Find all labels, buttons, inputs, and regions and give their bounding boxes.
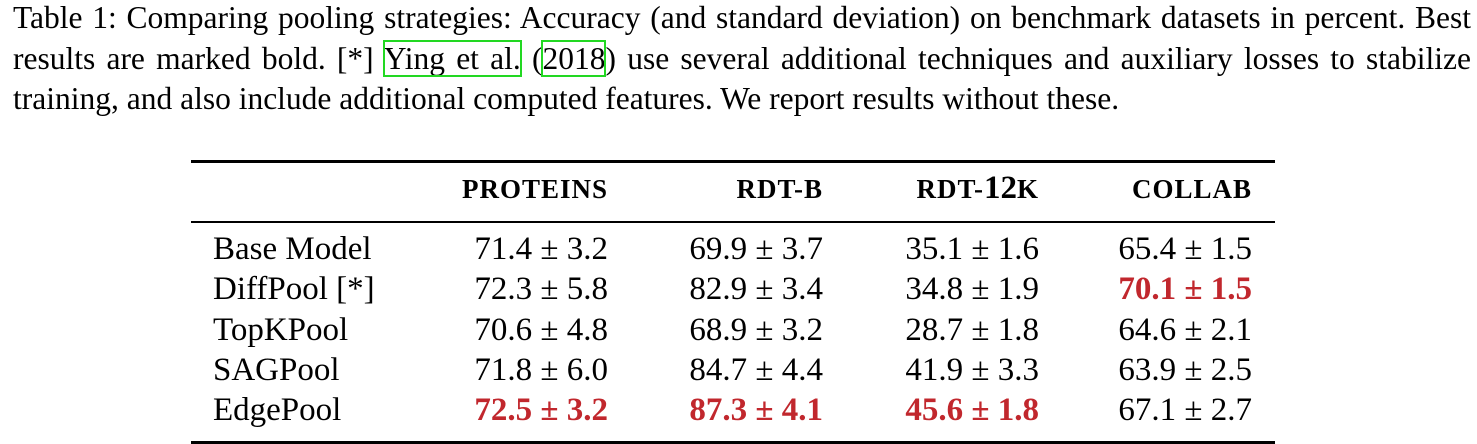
caption-text-2: ( (520, 40, 543, 76)
cell-collab: 63.9 ± 2.5 (1118, 352, 1252, 388)
table-row: Base Model 71.4 ± 3.2 69.9 ± 3.7 35.1 ± … (0, 231, 1477, 271)
cell-collab: 67.1 ± 2.7 (1118, 392, 1252, 428)
header-proteins: PROTEINS (461, 174, 608, 204)
cell-proteins: 72.3 ± 5.8 (474, 271, 608, 307)
table-row: DiffPool [*] 72.3 ± 5.8 82.9 ± 3.4 34.8 … (0, 271, 1477, 311)
cell-collab-best: 70.1 ± 1.5 (1118, 271, 1252, 307)
cell-proteins: 71.4 ± 3.2 (474, 231, 608, 267)
cell-rdt-b: 82.9 ± 3.4 (689, 271, 823, 307)
cell-rdt-12k: 34.8 ± 1.9 (905, 271, 1039, 307)
cell-rdt-12k: 41.9 ± 3.3 (905, 352, 1039, 388)
row-label: SAGPool (213, 352, 340, 388)
cell-rdt-12k: 35.1 ± 1.6 (905, 231, 1039, 267)
cell-rdt-b: 84.7 ± 4.4 (689, 352, 823, 388)
cell-rdt-b-best: 87.3 ± 4.1 (689, 392, 823, 428)
cell-rdt-12k: 28.7 ± 1.8 (905, 312, 1039, 348)
header-rdt-12k-suffix: K (1016, 174, 1039, 204)
cell-proteins: 71.8 ± 6.0 (474, 352, 608, 388)
caption-text-1: Table 1: Comparing pooling strategies: A… (13, 0, 1471, 76)
row-label: Base Model (213, 231, 372, 267)
header-collab: COLLAB (1131, 174, 1252, 204)
citation-link-author[interactable]: Ying et al. (382, 39, 522, 77)
cell-proteins: 70.6 ± 4.8 (474, 312, 608, 348)
cell-rdt-12k-best: 45.6 ± 1.8 (905, 392, 1039, 428)
cell-collab: 64.6 ± 2.1 (1118, 312, 1252, 348)
cell-proteins-best: 72.5 ± 3.2 (474, 392, 608, 428)
header-rdt-b: RDT-B (736, 174, 823, 204)
table-row: SAGPool 71.8 ± 6.0 84.7 ± 4.4 41.9 ± 3.3… (0, 352, 1477, 392)
table-row: EdgePool 72.5 ± 3.2 87.3 ± 4.1 45.6 ± 1.… (0, 392, 1477, 432)
table-header-rule (191, 221, 1275, 223)
cell-rdt-b: 69.9 ± 3.7 (689, 231, 823, 267)
table-caption: Table 1: Comparing pooling strategies: A… (13, 0, 1471, 120)
row-label: EdgePool (213, 392, 342, 428)
cell-collab: 65.4 ± 1.5 (1118, 231, 1252, 267)
table-bottom-rule (191, 441, 1275, 444)
row-label: DiffPool [*] (213, 271, 375, 307)
caption-text-3: ) use several additional techniques and … (13, 40, 1471, 117)
header-rdt-12k-number: 12 (983, 170, 1017, 206)
cell-rdt-b: 68.9 ± 3.2 (689, 312, 823, 348)
row-label: TopKPool (213, 312, 349, 348)
header-rdt-12k-prefix: RDT- (916, 174, 984, 204)
table-top-rule (191, 160, 1275, 163)
header-rdt-12k: RDT-12K (916, 170, 1039, 207)
table-row: TopKPool 70.6 ± 4.8 68.9 ± 3.2 28.7 ± 1.… (0, 312, 1477, 352)
citation-link-year[interactable]: 2018 (541, 39, 607, 77)
